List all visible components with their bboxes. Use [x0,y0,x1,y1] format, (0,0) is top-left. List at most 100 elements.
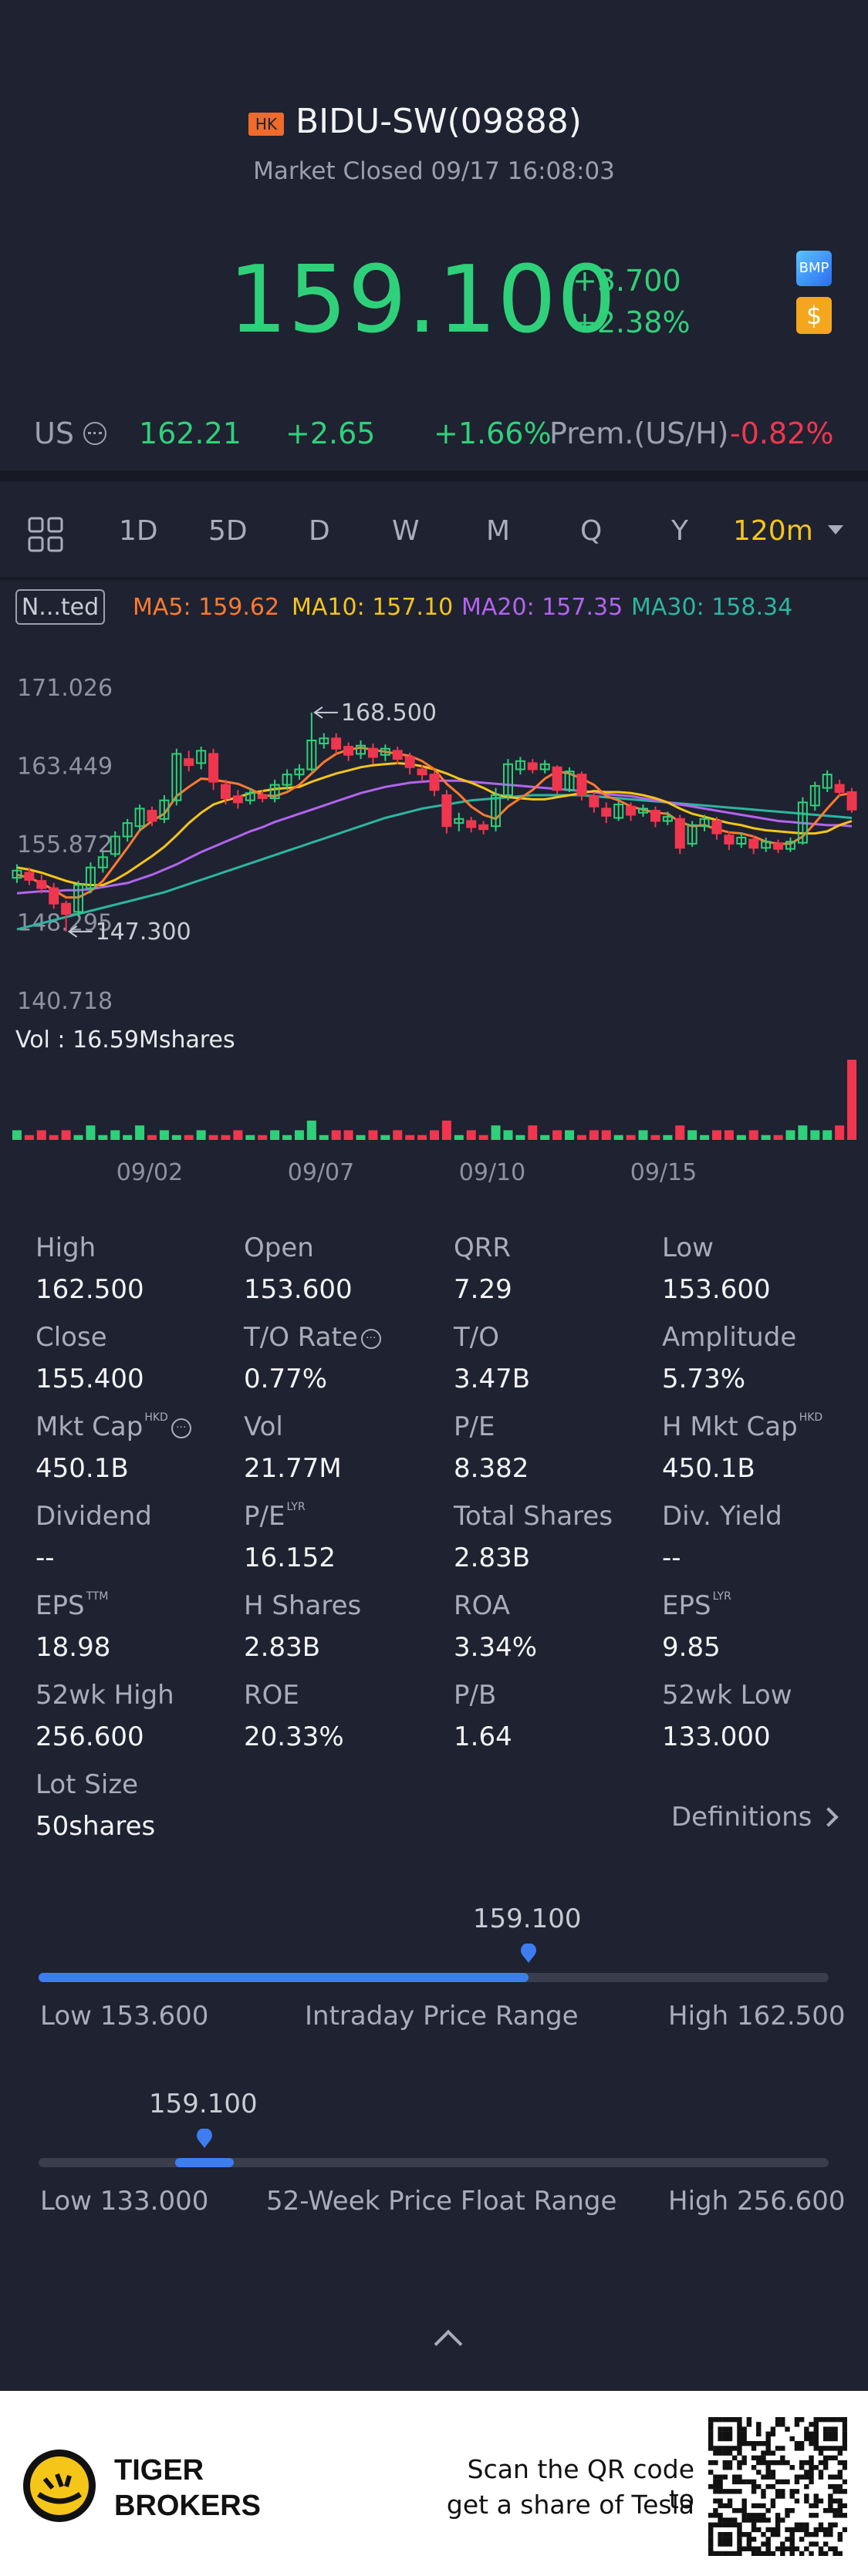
tab-m[interactable]: M [486,515,511,547]
candle-body [134,808,145,828]
stat-item: Low 153.600 [662,1232,771,1305]
volume-bar [208,1135,218,1140]
ma5-label: MA5: 159.62 [133,594,280,621]
stat-superscript: TTM [86,1590,109,1603]
candle-body [404,756,415,768]
stat-label-text: P/E [454,1411,495,1442]
tab-w[interactable]: W [392,515,420,547]
us-label: US [34,416,107,450]
candle-body [466,820,477,828]
stat-superscript: LYR [712,1590,731,1603]
stat-label: Vol [244,1411,342,1442]
stat-value: 9.85 [662,1632,721,1663]
candle-body [232,795,243,804]
price-change: +3.700 [572,264,681,298]
candle-body [85,866,96,889]
stat-item: Lot Size 50shares [35,1769,155,1842]
candle-body [319,737,329,745]
y-tick-label: 140.718 [17,988,113,1015]
stat-value: -- [662,1543,681,1573]
stat-item: 52wk High 256.600 [35,1680,174,1752]
volume-bar [171,1135,181,1140]
stat-value: 450.1B [35,1453,129,1484]
volume-bar [589,1130,599,1140]
tab-y[interactable]: Y [671,515,688,547]
tab-5d[interactable]: 5D [208,515,248,547]
volume-bar [663,1135,673,1140]
candle-body [797,801,808,844]
volume-bar [356,1135,366,1140]
tab-d[interactable]: D [309,515,330,547]
candle-body [269,784,280,800]
stat-item: P/E LYR 16.152 [244,1501,336,1573]
candle-body [515,760,525,770]
stat-label-text: EPS [35,1590,85,1621]
stat-label: Dividend [35,1501,152,1532]
volume-bar [724,1130,734,1140]
stat-item: Open 153.600 [244,1232,353,1305]
cta-line-1: Scan the QR code to [467,2454,694,2514]
chevron-up-icon[interactable] [434,2329,463,2359]
volume-bar [405,1135,415,1140]
volume-bar [700,1135,710,1140]
x-tick-label: 09/10 [459,1159,525,1186]
stat-superscript: HKD [799,1411,823,1424]
stat-value: 16.152 [244,1543,336,1573]
definitions-link[interactable]: Definitions [671,1802,839,1833]
volume-bar [86,1125,96,1140]
stat-label: Total Shares [454,1501,613,1532]
volume-bar [650,1135,660,1140]
tab-1d[interactable]: 1D [119,515,158,547]
volume-bar [393,1130,403,1140]
bmp-badge[interactable]: BMP [796,251,832,286]
stat-label-text: ROE [244,1680,299,1711]
volume-bar [123,1135,133,1140]
stat-item: T/O 3.47B [454,1322,530,1394]
intraday-range-fill [39,1973,529,1982]
stat-label: Lot Size [35,1769,155,1800]
candle-body [736,836,747,845]
candle-body [527,762,538,770]
more-icon[interactable] [83,421,107,445]
premium-label: Prem.(US/H) [549,416,729,450]
stat-label-text: T/O [454,1322,499,1353]
stat-item: Div. Yield -- [662,1501,782,1573]
volume-bar [454,1135,464,1140]
premium-value: -0.82% [730,416,834,450]
indicator-select-button[interactable]: N...ted [15,589,105,625]
candle-body [773,842,784,850]
volume-bar [319,1135,329,1140]
candle-body [601,808,612,817]
layout-grid-icon[interactable] [28,517,63,552]
candlestick-chart[interactable]: 171.026163.449155.872148.295140.718168.5… [0,640,868,1195]
stat-label: P/B [454,1680,512,1711]
volume-bar [491,1125,501,1140]
stat-item: 52wk Low 133.000 [662,1680,792,1752]
volume-bar [675,1125,685,1140]
stat-item: H Shares 2.83B [244,1590,361,1663]
brand-line-2: BROKERS [114,2490,262,2522]
candle-body [491,794,502,828]
stat-label-text: Lot Size [35,1769,139,1800]
stat-item: P/E 8.382 [454,1411,529,1484]
candle-body [589,795,599,808]
candle-body [171,753,182,801]
stat-label: Amplitude [662,1322,796,1353]
candle-body [785,841,795,850]
more-info-icon[interactable]: ··· [171,1418,191,1438]
stat-label-text: EPS [662,1590,711,1621]
tab-q[interactable]: Q [580,515,603,547]
intraday-high: High 162.500 [668,2001,846,2031]
volume-bar [613,1135,623,1140]
us-change-percent: +1.66% [434,416,552,450]
dollar-icon[interactable]: $ [796,297,832,334]
volume-bar [798,1125,808,1140]
qr-code[interactable] [708,2417,847,2556]
volume-bar [294,1130,304,1140]
volume-bar [638,1130,648,1140]
stat-label-text: T/O Rate [244,1322,358,1353]
volume-bar [847,1060,857,1140]
stat-label-text: P/B [454,1680,497,1711]
more-info-icon[interactable]: ··· [360,1328,381,1349]
tab-120m[interactable]: 120m [733,515,844,547]
